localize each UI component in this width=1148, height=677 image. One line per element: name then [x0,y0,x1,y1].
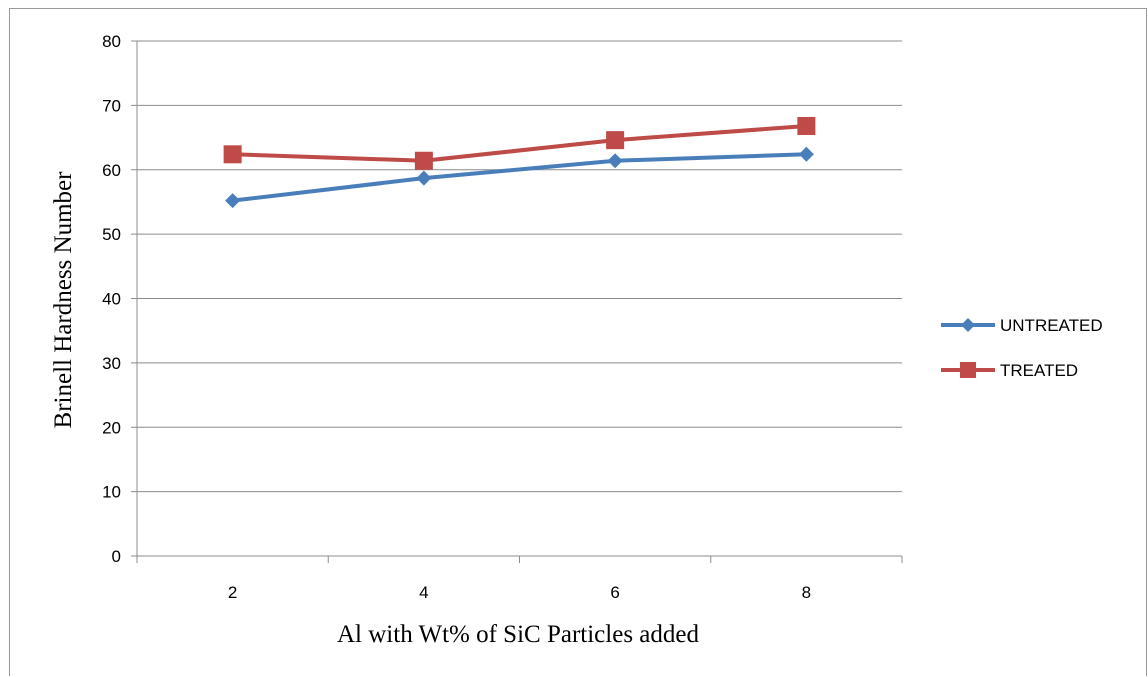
x-tick-label-8: 8 [802,583,811,602]
data-point-treated-2 [223,145,242,164]
y-tick-label-10: 10 [102,483,121,502]
series-group [223,116,816,209]
y-tick-labels: 0 10 20 30 40 50 60 70 80 [102,32,121,566]
axes [131,41,903,563]
legend-marker-treated [960,362,976,378]
legend-entry-treated: TREATED [941,361,1078,380]
x-tick-label-2: 2 [228,583,237,602]
y-axis-title: Brinell Hardness Number [50,171,77,429]
x-tick-label-4: 4 [419,583,428,602]
legend-label-treated: TREATED [1000,361,1078,380]
data-point-treated-4 [414,151,433,170]
x-tick-labels: 2 4 6 8 [228,583,811,602]
y-tick-label-40: 40 [102,290,121,309]
data-point-untreated-4 [416,170,432,186]
legend: UNTREATED TREATED [941,316,1103,380]
y-tick-label-80: 80 [102,32,121,51]
y-tick-label-60: 60 [102,161,121,180]
y-tick-label-20: 20 [102,418,121,437]
legend-marker-untreated [961,318,975,332]
series-line-treated [232,123,807,163]
data-point-untreated-6 [607,153,623,169]
chart-frame [9,8,1147,676]
legend-label-untreated: UNTREATED [1000,316,1103,335]
x-axis-title: Al with Wt% of SiC Particles added [337,621,699,648]
y-tick-label-50: 50 [102,225,121,244]
legend-entry-untreated: UNTREATED [941,316,1103,335]
y-tick-label-70: 70 [102,96,121,115]
x-tick-label-6: 6 [610,583,619,602]
series-line-untreated [232,152,807,203]
data-point-untreated-8 [798,146,814,162]
data-point-untreated-2 [225,193,241,209]
gridlines [131,40,902,493]
y-tick-label-30: 30 [102,354,121,373]
data-point-treated-6 [606,131,625,150]
y-tick-label-0: 0 [112,547,121,566]
data-point-treated-8 [797,116,816,135]
